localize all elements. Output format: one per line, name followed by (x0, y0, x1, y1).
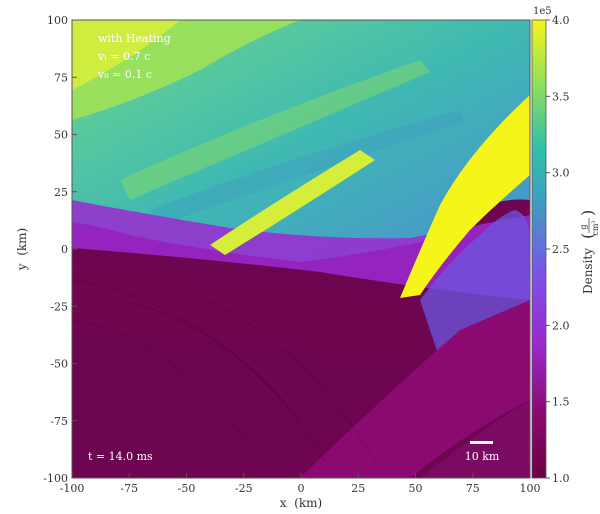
y-axis: -100 -75 -50 -25 0 25 50 75 100 (43, 14, 77, 485)
velocity-outflow-label: v₀ = 0.1 c (97, 68, 152, 81)
colorbar-multiplier: 1e5 (533, 6, 552, 17)
x-tick-label: 25 (351, 482, 365, 495)
heating-label: with Heating (98, 32, 171, 45)
colorbar-ticks: 1.0 1.5 2.0 2.5 3.0 3.5 4.0 (546, 14, 570, 485)
y-tick-label: 50 (54, 129, 68, 142)
y-tick-label: 0 (61, 243, 68, 256)
colorbar (531, 19, 547, 479)
colorbar-unit-exp: 3 (591, 220, 597, 223)
scalebar (470, 441, 493, 444)
scalebar-label: 10 km (465, 450, 500, 463)
y-tick-label: 100 (47, 14, 68, 27)
colorbar-unit-den: cm3 (591, 220, 600, 235)
colorbar-label: Density ( g cm3 ) (578, 210, 600, 294)
colorbar-tick-label: 2.5 (552, 243, 570, 256)
y-tick-label: -100 (43, 472, 68, 485)
y-tick-label: -50 (50, 358, 68, 371)
time-label: t = 14.0 ms (88, 450, 153, 463)
y-tick-label: 75 (54, 71, 68, 84)
density-heatmap (72, 20, 530, 478)
x-tick-label: -75 (120, 482, 138, 495)
x-tick-label: 75 (466, 482, 480, 495)
x-tick-label: 100 (520, 482, 541, 495)
x-tick-label: -25 (235, 482, 253, 495)
colorbar-tick-label: 3.5 (552, 90, 570, 103)
colorbar-tick-label: 3.0 (552, 167, 570, 180)
y-axis-label: y (km) (15, 228, 29, 271)
x-tick-label: -100 (60, 482, 85, 495)
x-tick-label: 0 (298, 482, 305, 495)
colorbar-unit-num: g (579, 224, 588, 229)
velocity-jet-label: vₗ = 0.7 c (97, 50, 150, 63)
x-tick-label: -50 (178, 482, 196, 495)
colorbar-unit-close: ) (578, 210, 597, 216)
x-axis-label: x (km) (280, 496, 322, 510)
colorbar-tick-label: 2.0 (552, 319, 570, 332)
colorbar-tick-label: 1.5 (552, 396, 570, 409)
x-axis: -100 -75 -50 -25 0 25 50 75 100 (60, 473, 541, 495)
y-tick-label: -75 (50, 415, 68, 428)
colorbar-unit-open: ( (578, 233, 597, 239)
y-tick-label: 25 (54, 186, 68, 199)
colorbar-label-text: Density (581, 248, 595, 294)
colorbar-tick-label: 1.0 (552, 472, 570, 485)
colorbar-tick-label: 4.0 (552, 14, 570, 27)
x-tick-label: 50 (409, 482, 423, 495)
y-tick-label: -25 (50, 300, 68, 313)
